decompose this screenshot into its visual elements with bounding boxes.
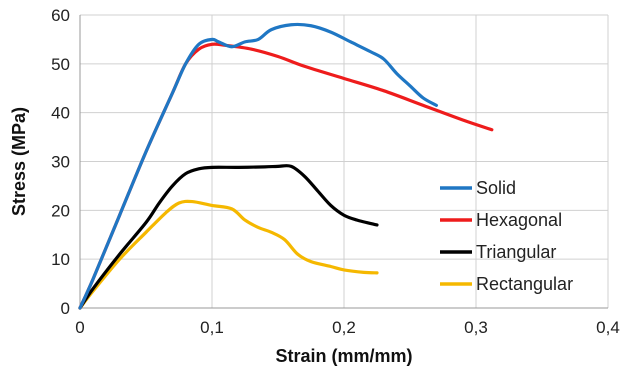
x-tick-label: 0,3	[464, 318, 488, 337]
x-tick-label: 0,2	[332, 318, 356, 337]
legend-label-hexagonal: Hexagonal	[476, 210, 562, 230]
series-line-hexagonal	[78, 42, 494, 310]
grid-lines	[80, 14, 609, 308]
legend: Solid Hexagonal Triangular Rectangular	[440, 178, 573, 294]
y-tick-label: 30	[51, 153, 70, 172]
x-tick-label: 0,1	[200, 318, 224, 337]
y-tick-label: 0	[61, 299, 70, 318]
y-tick-label: 60	[51, 6, 70, 25]
series-line-triangular	[78, 164, 379, 310]
legend-label-triangular: Triangular	[476, 242, 556, 262]
axes	[79, 15, 608, 309]
y-tick-label: 10	[51, 250, 70, 269]
x-tick-label: 0	[75, 318, 84, 337]
x-axis-title: Strain (mm/mm)	[275, 346, 412, 366]
y-tick-label: 20	[51, 201, 70, 220]
legend-label-rectangular: Rectangular	[476, 274, 573, 294]
y-tick-label: 40	[51, 104, 70, 123]
series-line-rectangular	[78, 199, 379, 310]
series-line-solid	[78, 22, 438, 310]
x-tick-label: 0,4	[596, 318, 620, 337]
y-tick-label: 50	[51, 55, 70, 74]
data-series	[78, 22, 494, 310]
legend-label-solid: Solid	[476, 178, 516, 198]
y-axis-title: Stress (MPa)	[9, 107, 29, 216]
tick-labels: 0 10 20 30 40 50 60 0 0,1 0,2 0,3 0,4	[51, 6, 620, 337]
